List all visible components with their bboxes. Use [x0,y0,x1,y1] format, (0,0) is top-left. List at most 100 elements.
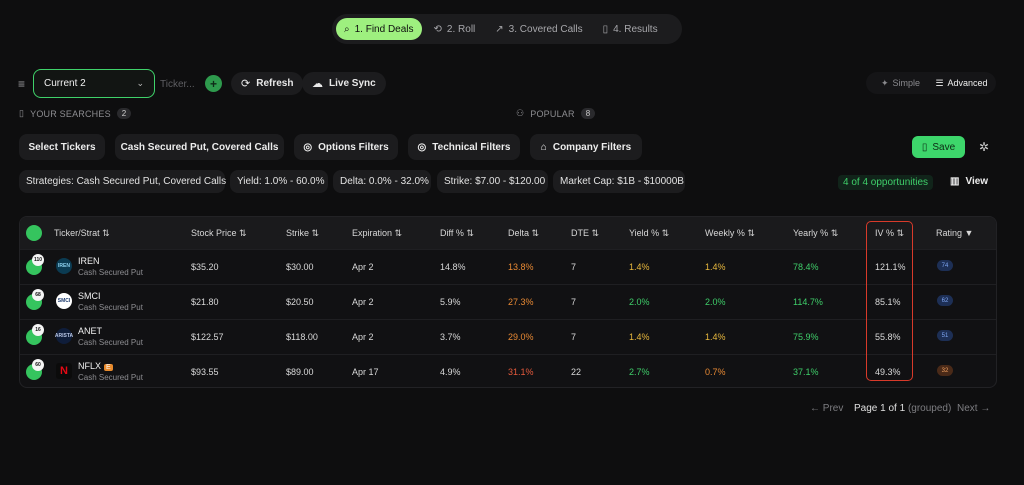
expiration: Apr 17 [352,367,379,377]
header-expiration[interactable]: Expiration ⇅ [352,228,403,238]
table-row[interactable]: 68 SMCI SMCI Cash Secured Put $21.80 $20… [20,284,996,318]
bug-icon[interactable]: ✲ [979,140,990,154]
step-results[interactable]: ▯ 4. Results [595,18,666,40]
step-label: 2. Roll [446,23,476,35]
step-find-deals[interactable]: ⌕ 1. Find Deals [336,18,422,40]
mode-simple[interactable]: ✦ Simple [870,74,931,92]
header-stock-price[interactable]: Stock Price ⇅ [191,228,247,238]
iv: 85.1% [875,297,901,307]
search-icon: ⌕ [344,23,350,35]
diff: 3.7% [440,332,461,342]
table-header: Ticker/Strat ⇅ Stock Price ⇅ Strike ⇅ Ex… [20,217,996,249]
select-all-toggle[interactable] [26,225,42,241]
ticker-logo: SMCI [56,293,72,309]
add-ticker-button[interactable]: + [205,75,222,92]
prev-page-button[interactable]: ← Prev [810,403,844,414]
ticker-symbol: SMCI [78,291,101,301]
header-rating[interactable]: Rating ▼ [936,228,974,238]
header-yield[interactable]: Yield % ⇅ [629,228,670,238]
ticker-symbol: NFLX E [78,361,113,371]
table-row[interactable]: 16 ARISTA ANET Cash Secured Put $122.57 … [20,319,996,353]
header-yearly[interactable]: Yearly % ⇅ [793,228,839,238]
header-weekly[interactable]: Weekly % ⇅ [705,228,755,238]
yield-chip[interactable]: Yield: 1.0% - 60.0% [230,170,328,193]
strategies-chip[interactable]: Strategies: Cash Secured Put, Covered Ca… [19,170,226,193]
grouped-text: (grouped) [907,403,952,414]
opportunities-count: 4 of 4 opportunities [838,175,934,190]
delta: 13.8% [508,262,534,272]
sparkle-icon: ✦ [880,77,889,88]
delta-chip[interactable]: Delta: 0.0% - 32.0% [333,170,431,193]
delta: 29.0% [508,332,534,342]
ticker-input[interactable]: Ticker... [160,78,195,90]
yearly: 114.7% [793,297,823,307]
dte: 7 [571,262,577,272]
technical-filters-label: Technical Filters [432,141,511,153]
table-row[interactable]: 60 N NFLX E Cash Secured Put $93.55 $89.0… [20,354,996,387]
popular-count: 8 [580,108,596,119]
mode-advanced[interactable]: ☰ Advanced [931,74,992,92]
target-icon: ◎ [417,141,427,153]
target-icon: ◎ [303,141,313,153]
bookmark-icon: ▯ [19,108,25,118]
yearly: 78.4% [793,262,819,272]
stock-price: $93.55 [191,367,219,377]
book-icon: ▯ [602,23,609,35]
next-page-button[interactable]: Next → [957,403,991,414]
header-diff[interactable]: Diff % ⇅ [440,228,474,238]
dte: 22 [571,367,582,377]
technical-filters-button[interactable]: ◎ Technical Filters [408,134,520,160]
options-filters-button[interactable]: ◎ Options Filters [294,134,398,160]
options-filters-label: Options Filters [318,141,389,153]
stock-price: $21.80 [191,297,219,307]
step-covered-calls[interactable]: ↗ 3. Covered Calls [487,18,590,40]
building-icon: ⌂ [540,141,547,153]
bookmark-icon: ▯ [921,141,928,153]
strike: $30.00 [286,262,314,272]
users-icon: ⚇ [516,108,525,118]
step-roll[interactable]: ⟲ 2. Roll [426,18,484,40]
header-dte[interactable]: DTE ⇅ [571,228,600,238]
dte: 7 [571,332,577,342]
strategy-button[interactable]: Cash Secured Put, Covered Calls [115,134,284,160]
ticker-logo: IREN [56,258,72,274]
weekly: 1.4% [705,262,726,272]
header-ticker[interactable]: Ticker/Strat ⇅ [54,228,110,238]
saved-search-select[interactable]: Current 2 ⌄ [33,69,155,98]
refresh-button[interactable]: ⟳ Refresh [231,72,304,95]
table-row[interactable]: 110 IREN IREN Cash Secured Put $35.20 $3… [20,249,996,283]
rank-badge: 110 [32,254,44,266]
header-strike[interactable]: Strike ⇅ [286,228,320,238]
diff: 5.9% [440,297,461,307]
header-iv[interactable]: IV % ⇅ [875,228,905,238]
save-label: Save [932,141,956,153]
your-searches-header[interactable]: ▯ YOUR SEARCHES 2 [19,108,132,119]
stock-price: $122.57 [191,332,224,342]
save-button[interactable]: ▯ Save [912,136,965,158]
iv: 49.3% [875,367,901,377]
strike-chip[interactable]: Strike: $7.00 - $120.00 [437,170,548,193]
diff: 4.9% [440,367,461,377]
select-value: Current 2 [44,78,86,89]
page-info: Page 1 of 1 (grouped) [854,403,951,414]
weekly: 2.0% [705,297,726,307]
chevron-down-icon: ⌄ [136,78,144,88]
step-label: 3. Covered Calls [508,23,583,35]
ticker-symbol-text: NFLX [78,361,102,371]
header-delta[interactable]: Delta ⇅ [508,228,540,238]
chip-label: Yield: 1.0% - 60.0% [237,176,325,187]
ticker-symbol: ANET [78,326,103,336]
select-tickers-button[interactable]: Select Tickers [19,134,105,160]
dte: 7 [571,297,577,307]
live-sync-button[interactable]: ☁ Live Sync [302,72,386,95]
rank-badge: 16 [32,324,44,336]
company-filters-button[interactable]: ⌂ Company Filters [530,134,642,160]
popular-header[interactable]: ⚇ POPULAR 8 [516,108,596,119]
yield: 2.7% [629,367,650,377]
view-button[interactable]: ▥ View [950,176,988,187]
yield: 1.4% [629,262,650,272]
market-cap-chip[interactable]: Market Cap: $1B - $10000B [553,170,685,193]
delta: 31.1% [508,367,534,377]
rank-badge: 60 [32,359,44,371]
filter-lines-icon[interactable]: ≡ [18,77,26,91]
